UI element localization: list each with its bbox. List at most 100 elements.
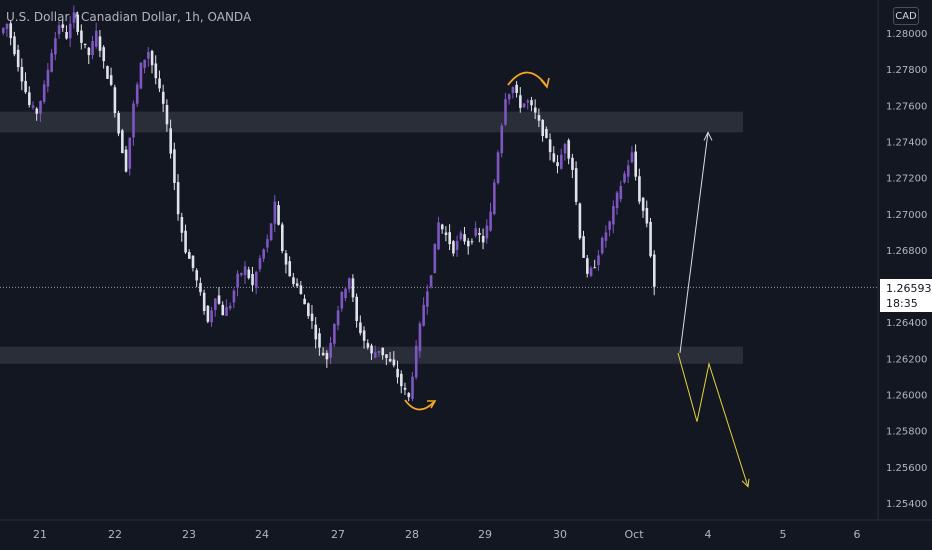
candle-body xyxy=(370,345,373,354)
candle-body xyxy=(72,12,76,23)
candle-body xyxy=(28,92,31,105)
x-tick-label: 29 xyxy=(478,528,492,541)
candle-body xyxy=(236,273,239,288)
candle-body xyxy=(202,292,206,311)
candle-body xyxy=(39,100,42,114)
candle-body xyxy=(496,152,500,184)
candle-body xyxy=(504,99,507,125)
candle-body xyxy=(318,333,321,348)
candle-body xyxy=(240,273,243,275)
candle-body xyxy=(533,107,537,113)
candle-body xyxy=(61,24,65,28)
candle-body xyxy=(467,240,470,247)
candle-body xyxy=(128,137,132,169)
candle-body xyxy=(292,277,295,285)
candle-body xyxy=(217,295,221,304)
candle-body xyxy=(344,288,347,299)
candle-body xyxy=(638,176,641,202)
candle-body xyxy=(556,162,559,167)
candle-body xyxy=(5,23,9,29)
candle-body xyxy=(173,149,176,183)
candle-body xyxy=(195,270,199,281)
candle-body xyxy=(507,94,511,100)
candle-body xyxy=(199,282,202,293)
top-arc-arrowhead xyxy=(540,77,550,89)
candle-body xyxy=(448,232,451,245)
candle-body xyxy=(537,115,541,121)
candle-body xyxy=(161,91,165,104)
bearish-projection xyxy=(677,352,749,487)
candle-body xyxy=(121,130,124,154)
candle-body xyxy=(46,69,50,87)
candle-body xyxy=(251,273,254,286)
candle-body xyxy=(474,228,478,236)
candle-body xyxy=(645,207,649,224)
x-tick-label: 6 xyxy=(854,528,861,541)
candle-body xyxy=(411,376,414,400)
candle-body xyxy=(299,285,303,294)
candle-body xyxy=(325,352,329,360)
candle-body xyxy=(225,307,228,316)
y-tick-label: 1.25600 xyxy=(886,463,927,474)
candle-body xyxy=(188,252,191,259)
x-tick-label: Oct xyxy=(624,528,644,541)
candle-body xyxy=(135,84,139,104)
x-tick-label: 4 xyxy=(705,528,712,541)
candle-body xyxy=(13,36,16,55)
x-tick-label: 27 xyxy=(331,528,345,541)
candle-body xyxy=(165,104,169,125)
candle-body xyxy=(243,266,247,276)
currency-badge[interactable]: CAD xyxy=(893,7,919,25)
candle-body xyxy=(560,154,563,169)
x-tick-label: 30 xyxy=(553,528,567,541)
candle-body xyxy=(388,358,392,362)
candle-body xyxy=(31,105,35,108)
bottom-arc-arrowhead xyxy=(427,400,437,409)
candle-body xyxy=(429,275,433,287)
candle-body xyxy=(351,278,355,298)
candle-body xyxy=(124,149,128,172)
y-tick-label: 1.25800 xyxy=(886,427,927,438)
candle-body xyxy=(336,310,340,326)
candle-body xyxy=(437,222,440,250)
candle-body xyxy=(385,354,388,359)
candle-body xyxy=(418,323,422,352)
candle-body xyxy=(247,269,251,279)
candle-body xyxy=(515,84,518,93)
candle-body xyxy=(470,241,474,243)
candle-body xyxy=(374,352,377,358)
candle-body xyxy=(329,342,332,358)
candle-body xyxy=(623,173,626,183)
candle-body xyxy=(232,290,236,303)
candle-body xyxy=(228,305,232,309)
candle-body xyxy=(586,258,589,274)
candle-body xyxy=(42,84,46,102)
y-tick-label: 1.26000 xyxy=(886,391,927,402)
candle-body xyxy=(307,303,310,317)
candle-body xyxy=(150,50,154,66)
candle-body xyxy=(273,201,277,224)
y-tick-label: 1.25400 xyxy=(886,499,927,510)
candle-body xyxy=(455,240,459,250)
candle-body xyxy=(582,236,585,258)
candle-body xyxy=(511,87,515,93)
candle-body xyxy=(176,182,180,215)
candle-body xyxy=(102,47,106,62)
candle-body xyxy=(619,185,623,200)
candle-body xyxy=(489,211,492,231)
candle-body xyxy=(147,51,150,59)
candle-body xyxy=(359,322,362,334)
candle-body xyxy=(98,36,102,51)
candle-body xyxy=(154,63,158,79)
y-tick-label: 1.27600 xyxy=(886,101,927,112)
candle-body xyxy=(106,66,109,79)
candle-body xyxy=(615,192,619,208)
y-tick-label: 1.26800 xyxy=(886,246,927,257)
candle-body xyxy=(649,221,652,257)
candle-body xyxy=(266,239,269,248)
candle-body xyxy=(545,128,548,138)
candle-body xyxy=(530,100,533,106)
candle-body xyxy=(459,232,463,240)
candle-body xyxy=(310,313,314,321)
